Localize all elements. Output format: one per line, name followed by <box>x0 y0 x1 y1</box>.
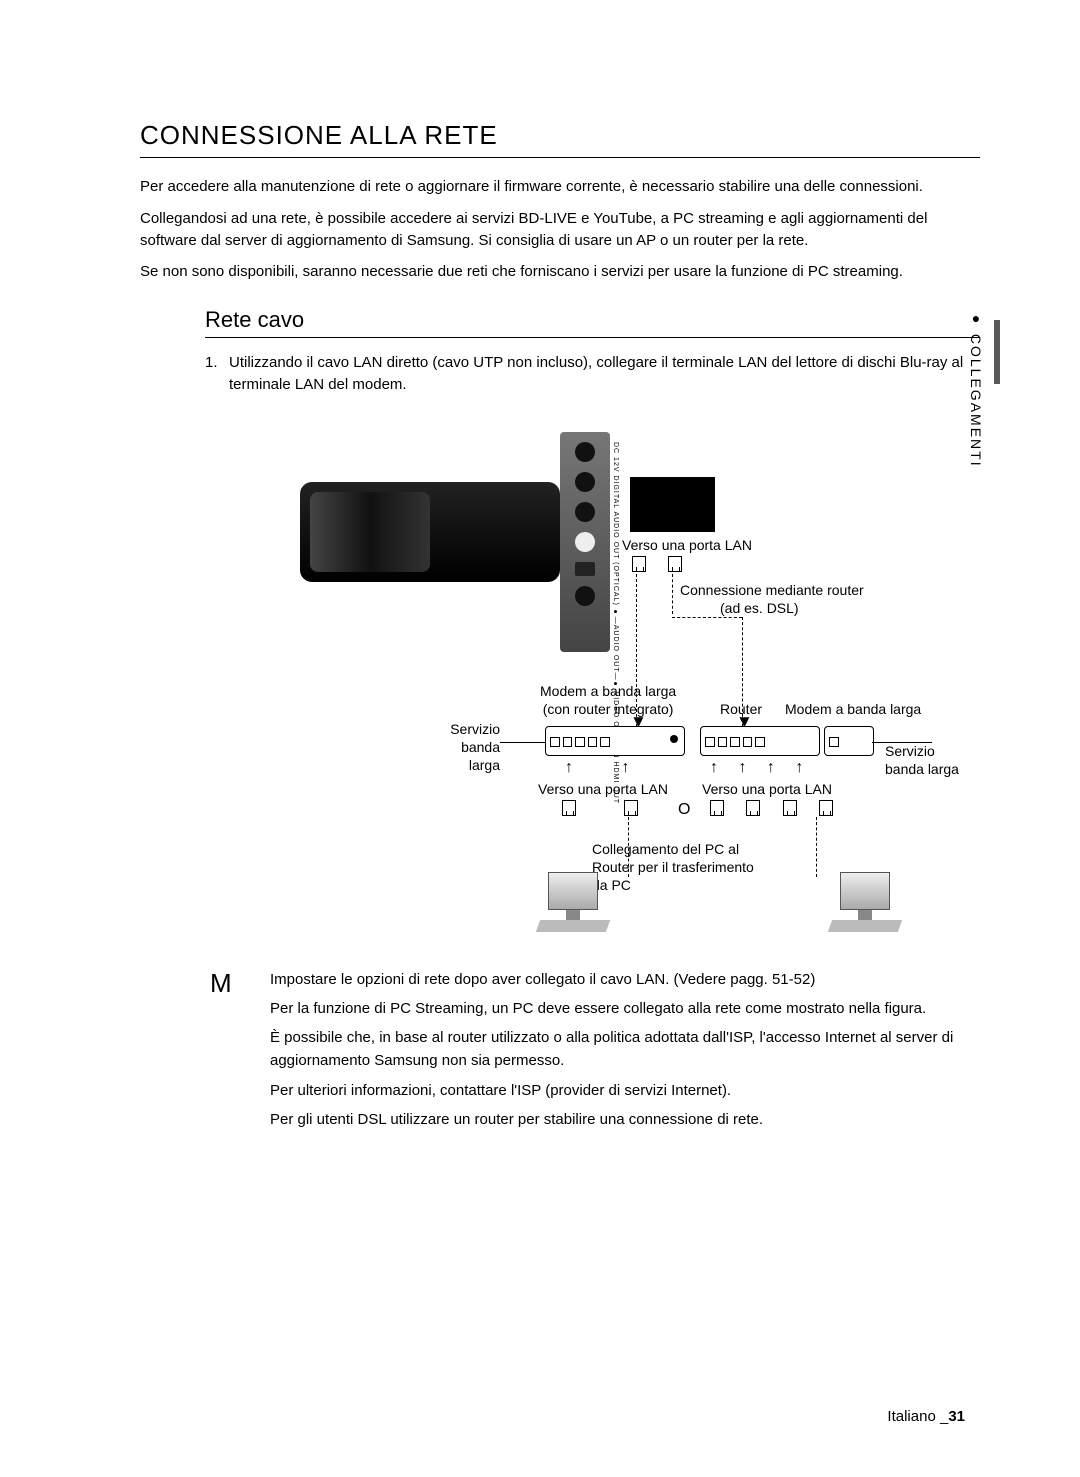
note-1: Impostare le opzioni di rete dopo aver c… <box>270 968 980 991</box>
note-block: M Impostare le opzioni di rete dopo aver… <box>210 968 980 1138</box>
player-back-panel-icon <box>560 432 610 652</box>
section-title: CONNESSIONE ALLA RETE <box>140 120 980 158</box>
modem-box-right-icon <box>824 726 874 756</box>
intro-p2: Collegandosi ad una rete, è possibile ac… <box>140 208 980 252</box>
modem-integrated-label: Modem a banda larga (con router integrat… <box>540 682 676 718</box>
sidebar-stripe <box>994 320 1000 384</box>
router-conn-label: Connessione mediante router (ad es. DSL) <box>680 581 864 617</box>
intro-p1: Per accedere alla manutenzione di rete o… <box>140 176 980 198</box>
lan-ports-bottom-right <box>708 800 835 818</box>
footer-page: 31 <box>948 1408 965 1425</box>
lan-port-pair-top <box>630 556 684 574</box>
sidebar-label: ● COLLEGAMENTI <box>968 310 984 468</box>
step-1: 1. Utilizzando il cavo LAN diretto (cavo… <box>205 352 980 396</box>
to-lan-port-label-right: Verso una porta LAN <box>702 780 832 798</box>
sidebar-tab: ● COLLEGAMENTI <box>964 300 1000 575</box>
router-label: Router <box>720 700 762 718</box>
note-list: Impostare le opzioni di rete dopo aver c… <box>270 968 980 1138</box>
modem-label: Modem a banda larga <box>785 700 921 718</box>
service-left-label: Servizio banda larga <box>430 720 500 775</box>
lan-ports-bottom-left <box>560 800 640 818</box>
note-4: Per ulteriori informazioni, contattare l… <box>270 1079 980 1102</box>
pc-right-icon <box>820 872 910 932</box>
intro-p3: Se non sono disponibili, saranno necessa… <box>140 261 980 283</box>
step-num: 1. <box>205 352 229 396</box>
to-lan-port-label-left: Verso una porta LAN <box>538 780 668 798</box>
connection-box-icon <box>630 477 715 532</box>
bluray-player-icon <box>300 482 560 582</box>
router-box-icon <box>700 726 820 756</box>
network-diagram: DC 12V DIGITAL AUDIO OUT (OPTICAL) ●—AUD… <box>260 412 960 932</box>
footer-lang: Italiano _ <box>887 1408 948 1425</box>
note-2: Per la funzione di PC Streaming, un PC d… <box>270 997 980 1020</box>
note-symbol: M <box>210 968 270 1138</box>
note-3: È possibile che, in base al router utili… <box>270 1026 980 1073</box>
page-footer: Italiano _31 <box>887 1408 965 1425</box>
pc-left-icon <box>528 872 618 932</box>
note-5: Per gli utenti DSL utilizzare un router … <box>270 1108 980 1131</box>
modem-box-left-icon <box>545 726 685 756</box>
service-right-label: Servizio banda larga <box>885 742 960 778</box>
to-lan-port-label-top: Verso una porta LAN <box>622 536 752 554</box>
step-text: Utilizzando il cavo LAN diretto (cavo UT… <box>229 352 980 396</box>
sub-title: Rete cavo <box>205 307 980 338</box>
arrows-left: ↑ ↑ <box>565 759 629 777</box>
arrows-right: ↑ ↑ ↑ ↑ <box>710 759 803 777</box>
or-label: O <box>678 800 690 821</box>
intro-block: Per accedere alla manutenzione di rete o… <box>140 176 980 283</box>
